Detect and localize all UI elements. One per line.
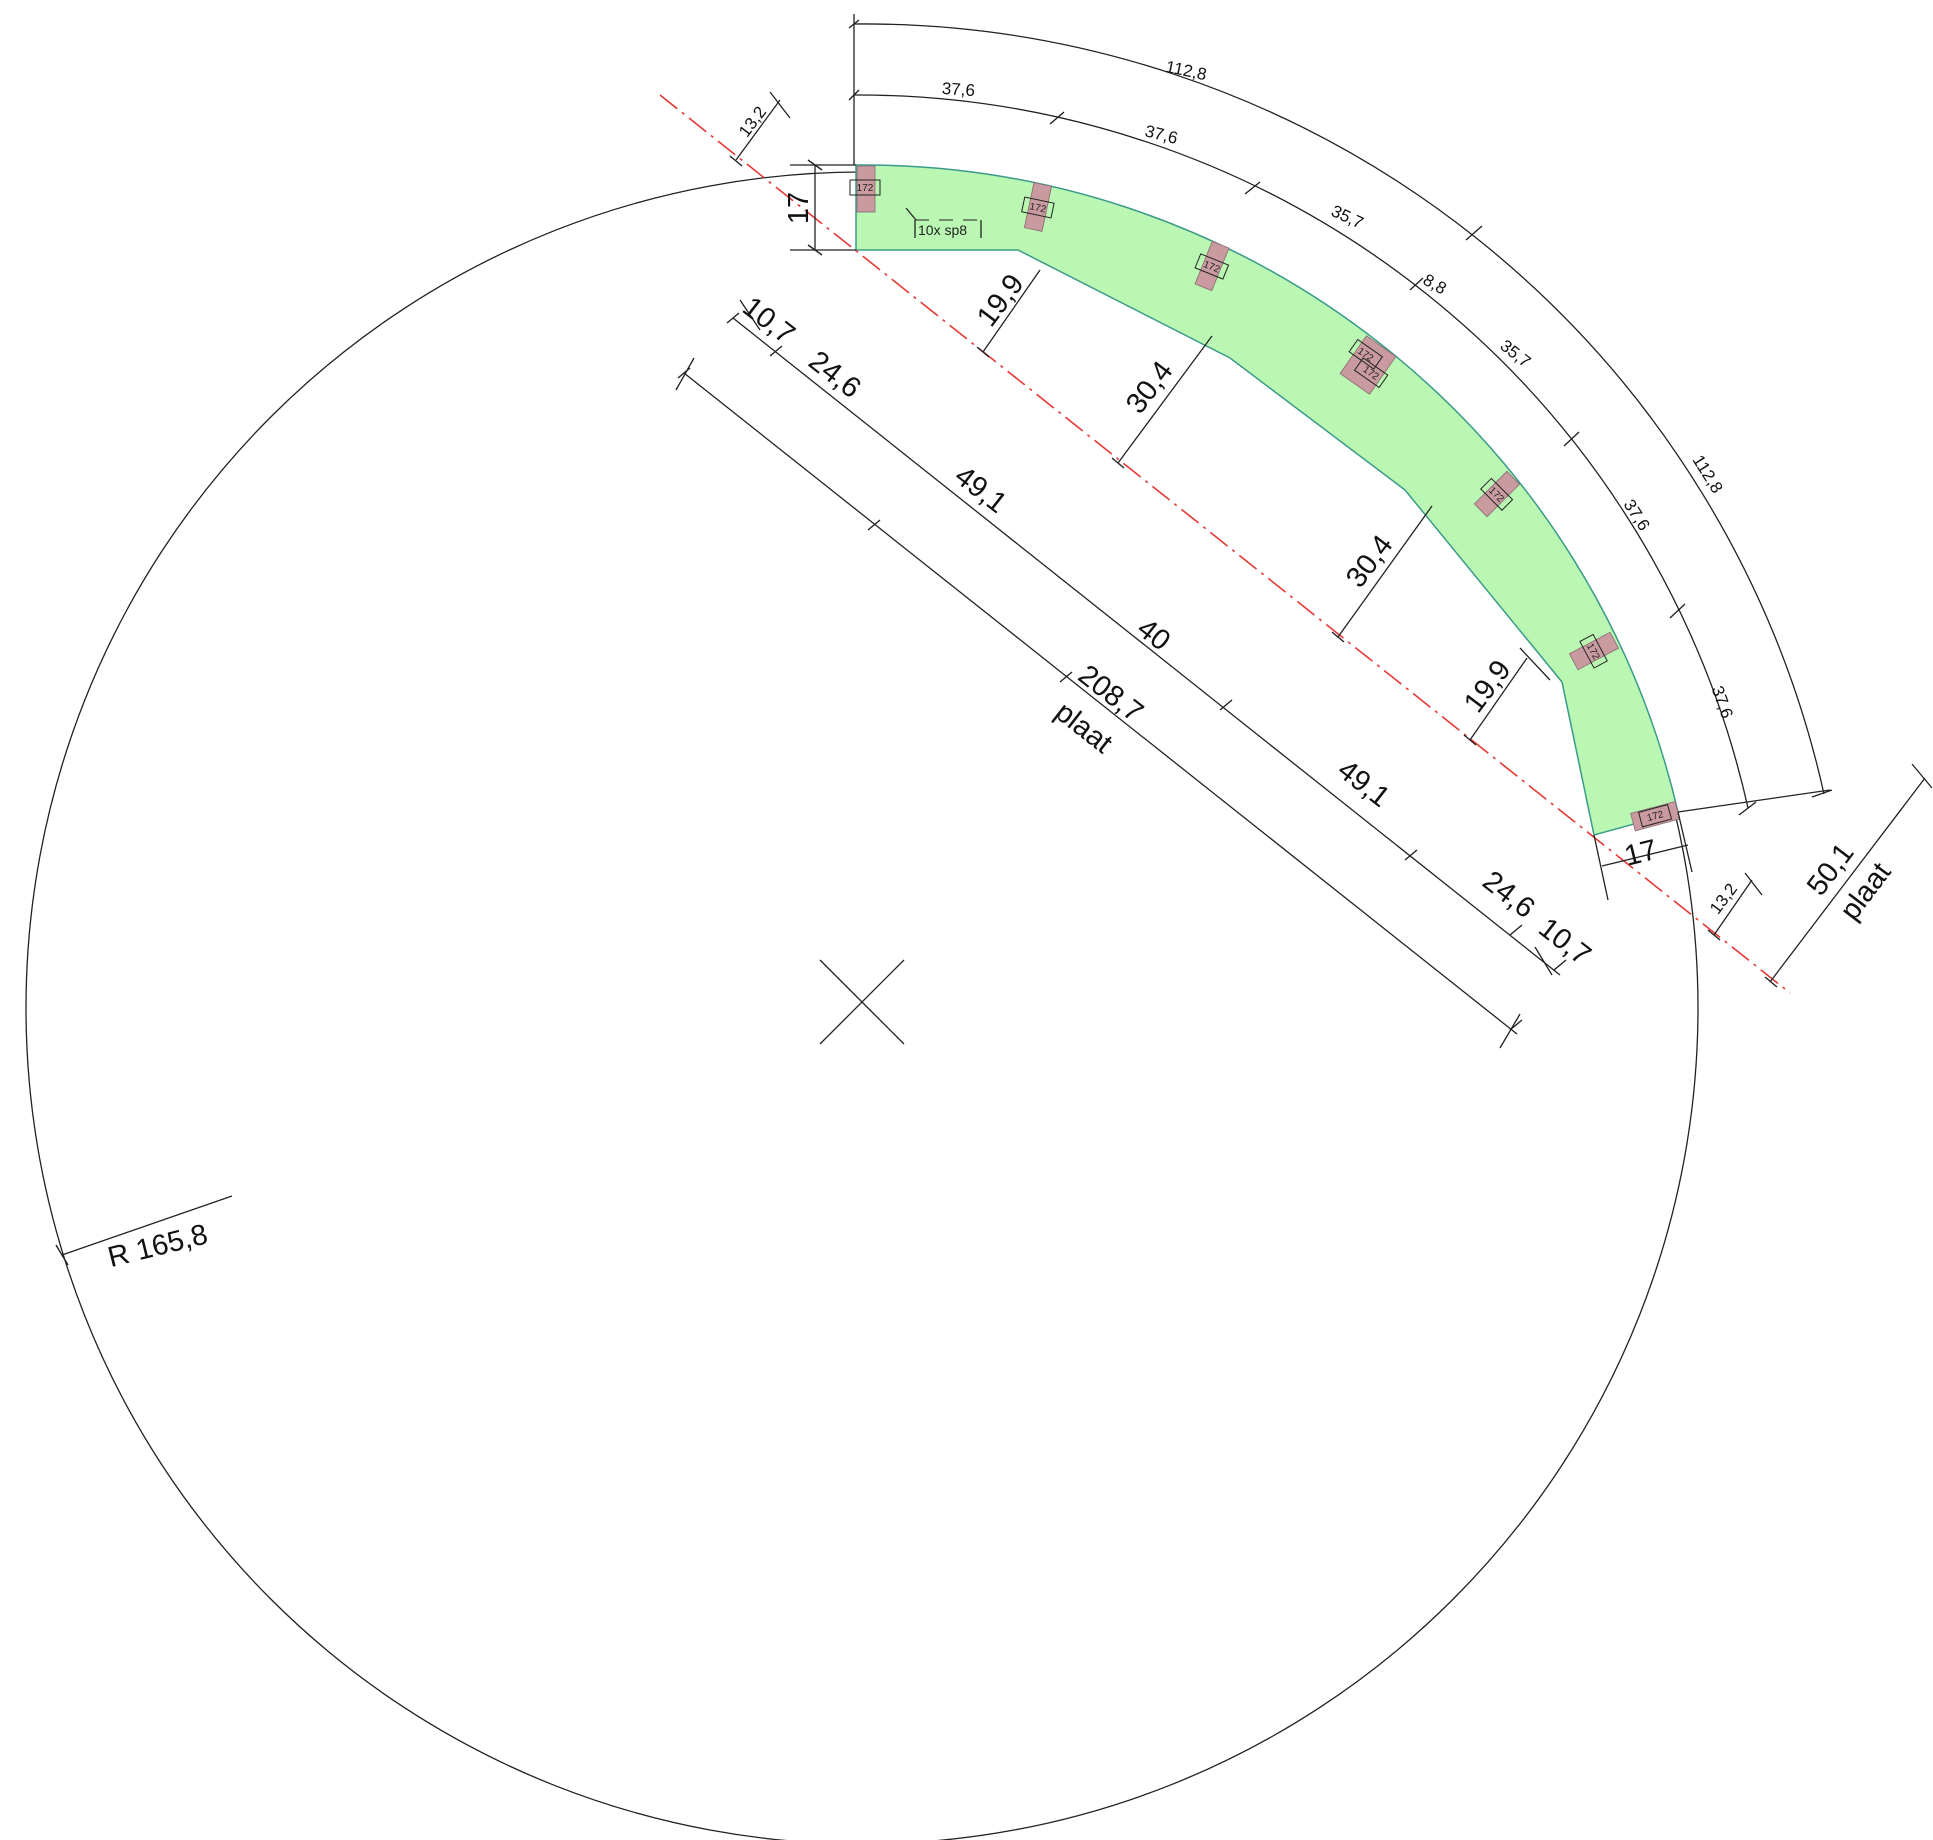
dim-chord-seg-4: 40 (1131, 612, 1176, 657)
block-2: 172 (1021, 182, 1055, 232)
block-1: 172 (849, 165, 881, 213)
dim-arc-seg-3: 35,7 (1328, 201, 1366, 232)
block-1-tag: 172 (857, 183, 874, 194)
dim-arc-seg-6: 37,6 (1620, 496, 1654, 534)
note-leader (905, 207, 917, 221)
dim-depth-1: 19,9 (971, 268, 1031, 332)
dim-depth-3: 30,4 (1340, 529, 1400, 593)
dim-chord-seg-7: 10,7 (1532, 912, 1596, 972)
block-5-tag-box (1480, 477, 1514, 511)
plate-width-line (1769, 777, 1926, 983)
radius-leader (61, 1195, 233, 1256)
dim-depth-4: 19,9 (1458, 654, 1518, 718)
outer-dim-arc-inner (853, 94, 1749, 809)
chord-dim-line (683, 372, 1518, 1035)
block-3-tag-box (1194, 253, 1230, 280)
dim-arc-seg-7: 37,6 (1708, 683, 1737, 721)
chord-ext-left (675, 357, 695, 391)
chord-ext-right (1499, 1013, 1521, 1049)
ext-line-right-end (1677, 789, 1831, 813)
dimension-ticks (677, 19, 1833, 1031)
dim-chord-seg-5: 49,1 (1331, 754, 1395, 814)
block-5-fill (1473, 470, 1521, 518)
cut-line (659, 94, 1791, 994)
dim-offset-right: 13,2 (1706, 880, 1741, 918)
block-2-tag-box (1021, 196, 1055, 219)
offset-line-left (735, 99, 781, 161)
offset-ext-left (769, 91, 791, 119)
block-7-tag: 172 (1646, 809, 1665, 824)
offset-ext-right (1744, 872, 1763, 896)
dim-arc-seg-2: 37,6 (1143, 121, 1180, 147)
dim-arc-seg-1: 37,6 (941, 79, 975, 100)
dim-arc-seg-5: 35,7 (1496, 336, 1534, 371)
width-ext-right-b (1677, 811, 1693, 873)
depth-line-3 (1337, 505, 1433, 638)
center-mark (819, 959, 905, 1045)
outer-dim-arc-outer (853, 23, 1825, 795)
dim-outer-total-right: 112,8 (1689, 452, 1727, 497)
plate-width-ext (1911, 763, 1933, 789)
block-4: 172 172 (1339, 335, 1397, 395)
dim-width-right: 17 (1621, 834, 1660, 873)
dim-width-left: 17 (783, 192, 815, 224)
block-2-fill (1023, 182, 1053, 232)
depth-line-4 (1469, 657, 1528, 741)
radius-label: R 165,8 (105, 1218, 211, 1274)
dim-outer-total-left: 112,8 (1164, 57, 1208, 84)
chord-dim-line-upper (732, 317, 1561, 976)
block-7-fill (1630, 801, 1681, 832)
depth-line-1 (982, 269, 1041, 353)
width-line-right (1601, 844, 1689, 867)
depth-line-2 (1117, 335, 1213, 464)
offset-line-right (1713, 879, 1753, 936)
block-1-tag-box (849, 179, 881, 196)
depth-ext-4 (1519, 647, 1551, 681)
block-3-fill (1194, 240, 1230, 292)
block-7-tag-box (1637, 803, 1673, 828)
block-3: 172 (1194, 240, 1230, 292)
dim-arc-seg-4: 8,8 (1420, 270, 1450, 298)
dim-chord-seg-2: 24,6 (802, 345, 866, 405)
chord-ext-upper-left (739, 299, 761, 331)
dim-chord-seg-1: 10,7 (736, 291, 800, 351)
block-6: 172 (1568, 631, 1620, 671)
green-plate-strip (855, 164, 1679, 836)
strip-note: 10x sp8 (905, 207, 982, 238)
block-7: 172 (1630, 801, 1681, 832)
dim-depth-2: 30,4 (1120, 355, 1180, 419)
chord-ext-upper-right (1534, 946, 1553, 976)
block-2-tag: 172 (1028, 201, 1047, 215)
radius-tick (55, 1244, 69, 1266)
block-4-tag-box-b (1353, 357, 1389, 389)
dim-chord-seg-3: 49,1 (948, 460, 1012, 520)
width-ext-right-a (1593, 834, 1609, 901)
note-text: 10x sp8 (918, 222, 967, 238)
block-6-tag-box (1579, 633, 1608, 669)
block-1-fill (856, 165, 876, 213)
block-6-fill (1568, 631, 1620, 671)
block-5: 172 (1473, 470, 1521, 518)
